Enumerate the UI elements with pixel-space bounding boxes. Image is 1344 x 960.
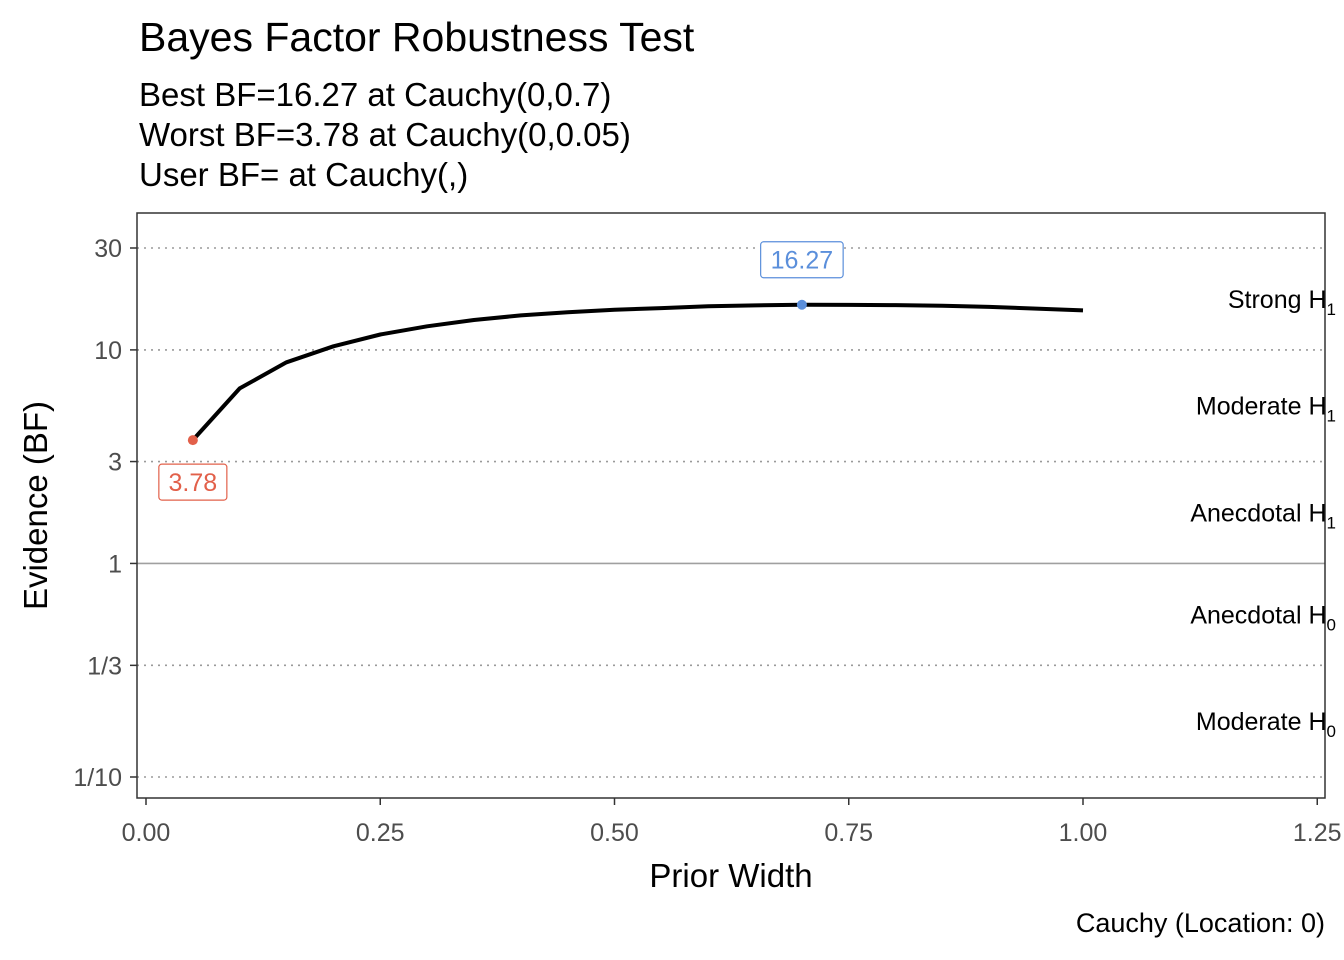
subtitle-user: User BF= at Cauchy(,) <box>139 156 469 193</box>
x-axis-label: Prior Width <box>649 857 812 894</box>
subtitle-best: Best BF=16.27 at Cauchy(0,0.7) <box>139 76 612 113</box>
point-best <box>796 299 807 310</box>
y-tick-label-0: 30 <box>94 235 122 263</box>
label-box-best <box>760 241 844 279</box>
region-label-2: Anecdotal H1 <box>1190 500 1336 533</box>
x-tick-label-5: 1.25 <box>1293 819 1342 847</box>
label-best: 16.27 <box>771 247 834 275</box>
y-axis-ticks: 30 10 3 1 1/3 1/10 <box>73 235 137 792</box>
evidence-region-labels: Strong H1 Moderate H1 Anecdotal H1 Anecdota… <box>1190 286 1336 741</box>
subtitle-worst: Worst BF=3.78 at Cauchy(0,0.05) <box>139 116 631 153</box>
bf-curve <box>191 302 1084 442</box>
region-label-1: Moderate H1 <box>1196 393 1336 426</box>
label-box-worst <box>158 463 228 501</box>
region-label-4: Moderate H0 <box>1196 708 1336 741</box>
x-tick-label-4: 1.00 <box>1059 819 1108 847</box>
point-worst <box>187 435 198 446</box>
y-tick-label-2: 3 <box>108 449 122 477</box>
x-tick-label-1: 0.25 <box>356 819 405 847</box>
x-tick-label-0: 0.00 <box>122 819 171 847</box>
x-tick-label-2: 0.50 <box>590 819 639 847</box>
y-tick-label-4: 1/3 <box>87 652 122 680</box>
label-worst: 3.78 <box>169 469 218 497</box>
chart-title: Bayes Factor Robustness Test <box>139 14 695 60</box>
y-tick-label-5: 1/10 <box>73 764 122 792</box>
y-axis-label: Evidence (BF) <box>17 401 54 610</box>
plot-panel-border <box>136 212 1326 799</box>
gridlines <box>137 247 1325 778</box>
chart-caption: Cauchy (Location: 0) <box>1075 908 1325 938</box>
x-tick-label-3: 0.75 <box>824 819 873 847</box>
y-tick-label-3: 1 <box>108 550 122 578</box>
y-tick-label-1: 10 <box>94 337 122 365</box>
x-axis-ticks: 0.00 0.25 0.50 0.75 1.00 1.25 <box>122 798 1342 847</box>
highlight-points: 16.27 3.78 <box>158 241 844 501</box>
region-label-3: Anecdotal H0 <box>1190 601 1336 634</box>
region-label-0: Strong H1 <box>1228 286 1336 319</box>
